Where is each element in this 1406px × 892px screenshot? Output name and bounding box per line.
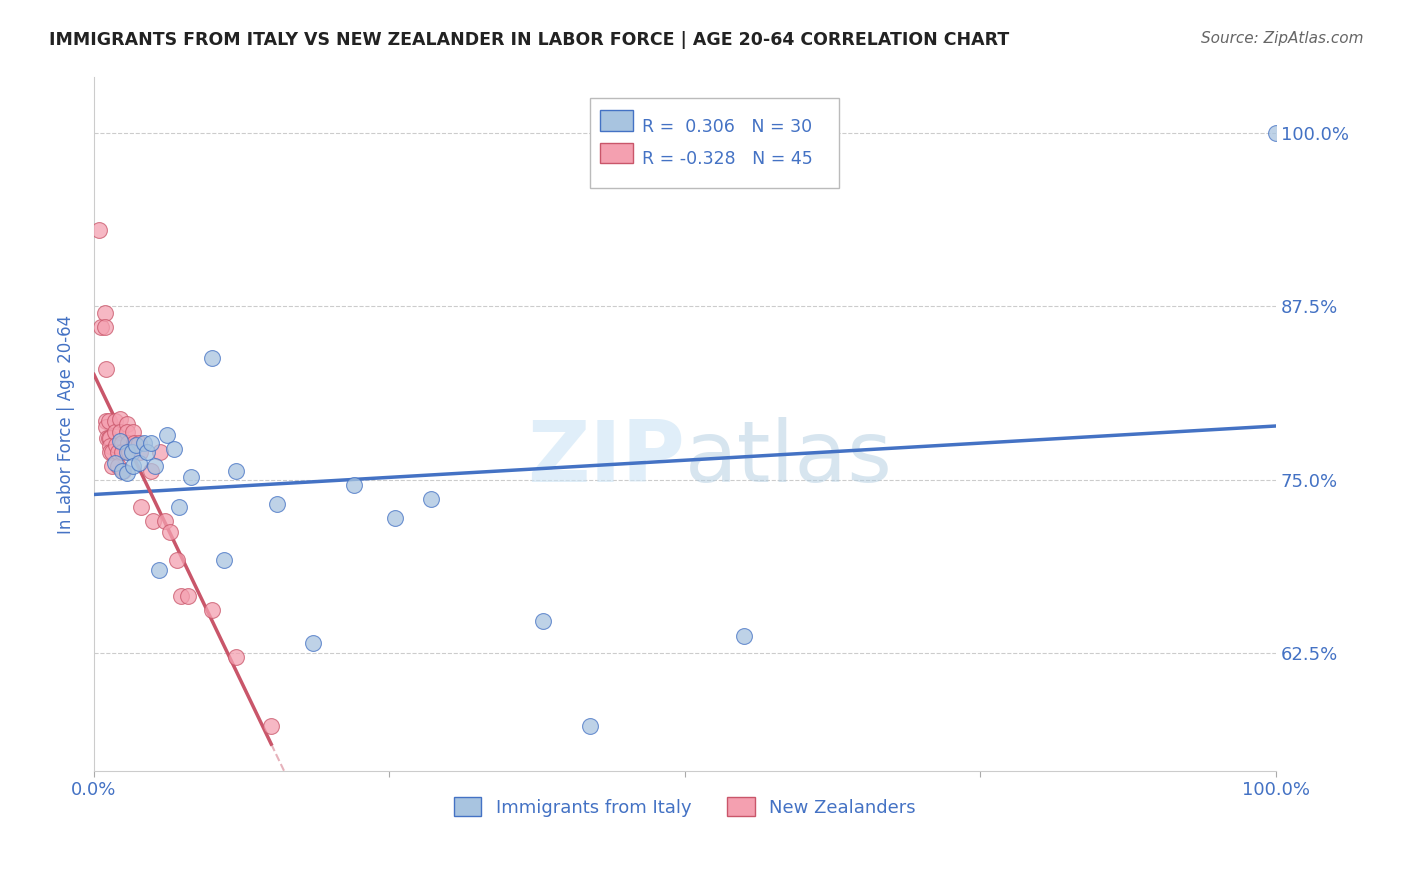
Point bbox=[142, 514, 165, 528]
Point bbox=[121, 444, 143, 458]
FancyBboxPatch shape bbox=[600, 143, 633, 163]
Point bbox=[94, 420, 117, 434]
FancyBboxPatch shape bbox=[600, 110, 633, 131]
Point bbox=[115, 466, 138, 480]
Point bbox=[122, 425, 145, 440]
Point bbox=[90, 320, 112, 334]
Point bbox=[128, 436, 150, 450]
Point bbox=[225, 650, 247, 665]
Point bbox=[87, 223, 110, 237]
Point bbox=[93, 320, 115, 334]
Point bbox=[733, 629, 755, 643]
Point bbox=[260, 719, 283, 733]
Point bbox=[266, 498, 288, 512]
Point bbox=[149, 444, 172, 458]
Point bbox=[177, 589, 200, 603]
Point bbox=[170, 589, 193, 603]
Point bbox=[111, 436, 134, 450]
Point bbox=[136, 444, 159, 458]
Text: ZIP: ZIP bbox=[527, 417, 685, 500]
Point bbox=[100, 444, 122, 458]
Point bbox=[343, 478, 366, 492]
Point bbox=[132, 436, 155, 450]
Point bbox=[98, 431, 121, 445]
Point bbox=[118, 444, 141, 458]
Point bbox=[139, 464, 162, 478]
FancyBboxPatch shape bbox=[591, 98, 838, 188]
Point bbox=[163, 442, 186, 456]
Point bbox=[98, 414, 121, 428]
Point bbox=[104, 456, 127, 470]
Point bbox=[1265, 126, 1288, 140]
Point bbox=[105, 438, 128, 452]
Point bbox=[419, 491, 441, 506]
Point bbox=[100, 444, 122, 458]
Point bbox=[94, 414, 117, 428]
Point bbox=[104, 414, 127, 428]
Point bbox=[108, 434, 131, 448]
Point bbox=[115, 417, 138, 431]
Point bbox=[159, 525, 181, 540]
Point bbox=[301, 636, 323, 650]
Text: R = -0.328   N = 45: R = -0.328 N = 45 bbox=[643, 150, 813, 169]
Point bbox=[111, 464, 134, 478]
Point bbox=[180, 469, 202, 483]
Point bbox=[148, 563, 170, 577]
Legend: Immigrants from Italy, New Zealanders: Immigrants from Italy, New Zealanders bbox=[447, 790, 922, 824]
Point bbox=[384, 511, 406, 525]
Point bbox=[531, 614, 554, 628]
Point bbox=[107, 458, 129, 473]
Point bbox=[201, 351, 224, 365]
Point bbox=[167, 500, 190, 515]
Point bbox=[225, 464, 247, 478]
Point bbox=[93, 306, 115, 320]
Point bbox=[115, 425, 138, 440]
Point bbox=[104, 425, 127, 440]
Point bbox=[125, 438, 148, 452]
Point bbox=[94, 361, 117, 376]
Point bbox=[117, 436, 139, 450]
Text: Source: ZipAtlas.com: Source: ZipAtlas.com bbox=[1201, 31, 1364, 46]
Point bbox=[115, 444, 138, 458]
Point bbox=[139, 436, 162, 450]
Point bbox=[111, 444, 134, 458]
Point bbox=[201, 603, 224, 617]
Text: atlas: atlas bbox=[685, 417, 893, 500]
Point bbox=[107, 444, 129, 458]
Point bbox=[129, 500, 152, 515]
Point bbox=[100, 431, 122, 445]
Text: R =  0.306   N = 30: R = 0.306 N = 30 bbox=[643, 118, 813, 136]
Point bbox=[153, 514, 176, 528]
Point bbox=[122, 458, 145, 473]
Point bbox=[108, 425, 131, 440]
Point bbox=[96, 431, 118, 445]
Point bbox=[112, 464, 135, 478]
Point bbox=[145, 458, 167, 473]
Point bbox=[100, 439, 122, 453]
Point bbox=[166, 553, 188, 567]
Point bbox=[128, 456, 150, 470]
Point bbox=[212, 553, 235, 567]
Point bbox=[579, 719, 602, 733]
Y-axis label: In Labor Force | Age 20-64: In Labor Force | Age 20-64 bbox=[58, 315, 75, 533]
Point bbox=[129, 444, 152, 458]
Point bbox=[156, 428, 179, 442]
Point bbox=[108, 411, 131, 425]
Text: IMMIGRANTS FROM ITALY VS NEW ZEALANDER IN LABOR FORCE | AGE 20-64 CORRELATION CH: IMMIGRANTS FROM ITALY VS NEW ZEALANDER I… bbox=[49, 31, 1010, 49]
Point bbox=[100, 458, 122, 473]
Point bbox=[122, 436, 145, 450]
